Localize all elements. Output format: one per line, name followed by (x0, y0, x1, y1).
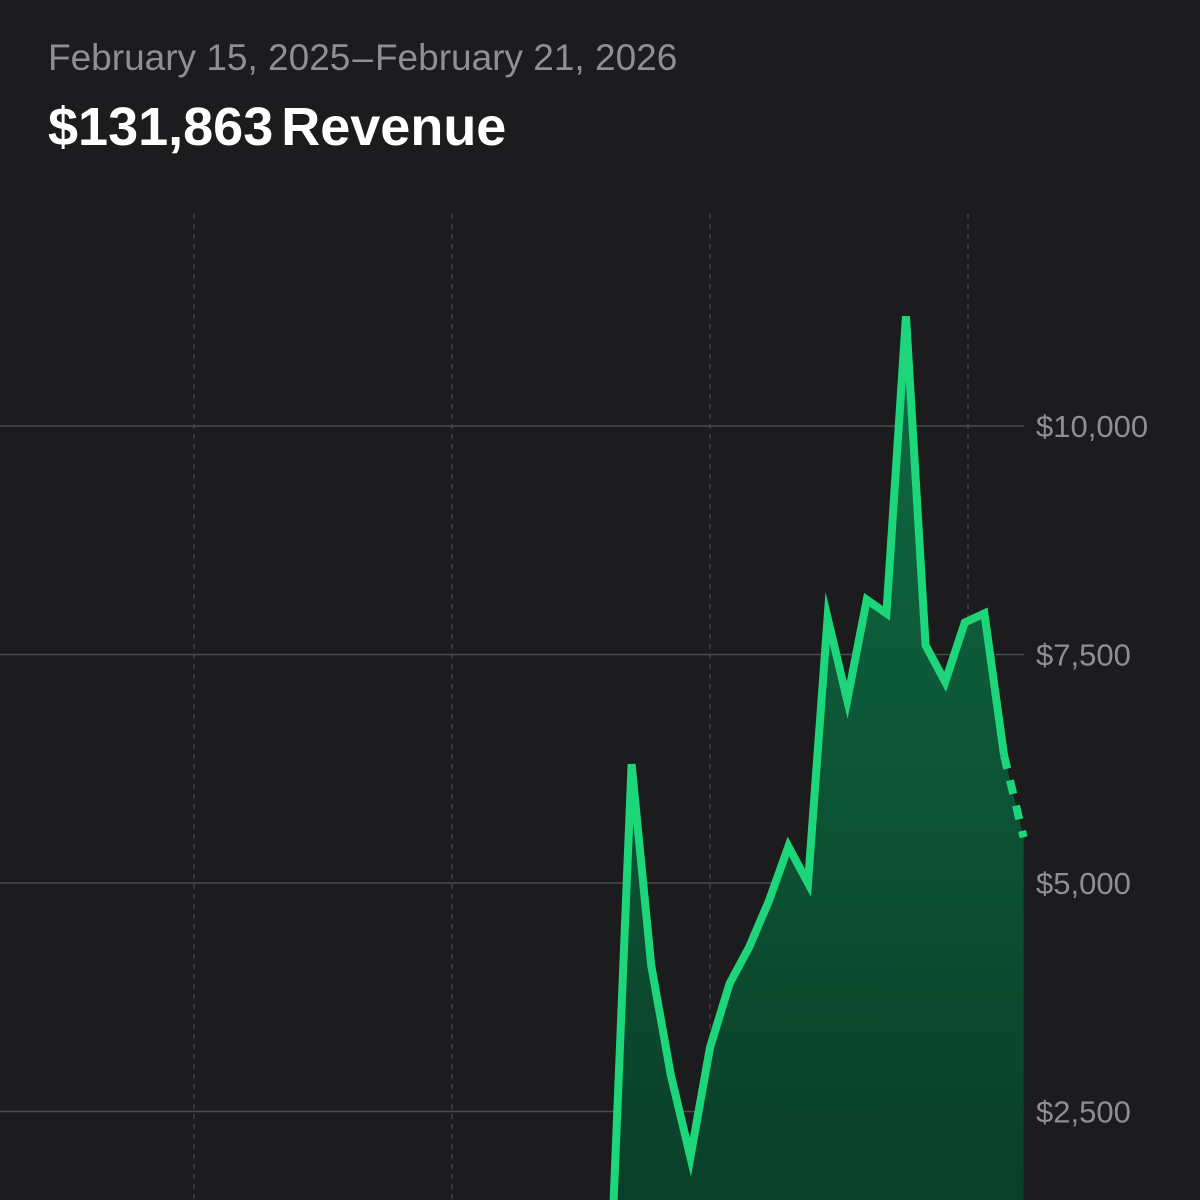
total-value: $131,863 (48, 97, 274, 157)
y-tick-label: $10,000 (1036, 409, 1148, 444)
date-separator: – (352, 37, 373, 78)
y-tick-label: $7,500 (1036, 638, 1131, 673)
date-range[interactable]: February 15, 2025–February 21, 2026 (48, 34, 1160, 82)
chart-header: February 15, 2025–February 21, 2026 $131… (48, 34, 1160, 158)
end-date: February 21, 2026 (374, 37, 678, 78)
plot-area (609, 316, 1028, 1200)
chart-title: $131,863 Revenue (48, 96, 1160, 158)
y-tick-label: $2,500 (1036, 1095, 1131, 1130)
revenue-line (609, 316, 1008, 1200)
metric-label: Revenue (281, 97, 507, 157)
y-tick-label: $5,000 (1036, 866, 1131, 901)
start-date: February 15, 2025 (48, 37, 351, 78)
y-axis-ticks: $10,000 $7,500 $5,000 $2,500 (1036, 409, 1148, 1130)
